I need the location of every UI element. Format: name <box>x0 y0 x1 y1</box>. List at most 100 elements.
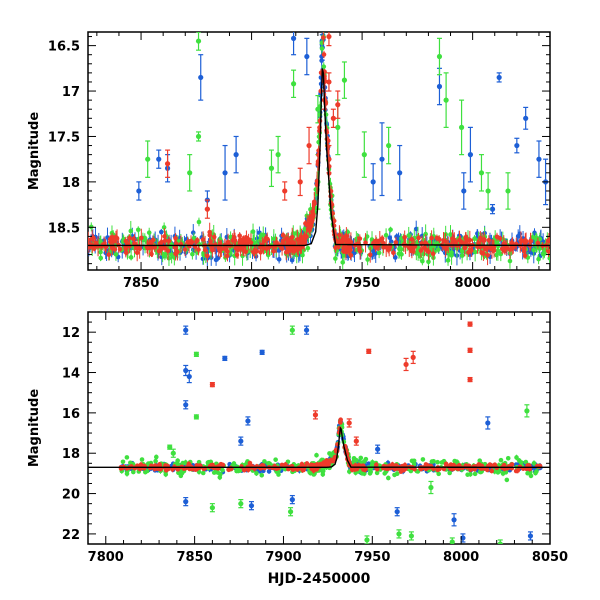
outlier-point-blue <box>527 533 534 539</box>
data-point-green <box>196 219 202 225</box>
data-point-blue <box>215 255 221 261</box>
data-point-red <box>333 245 338 251</box>
data-point-red <box>478 244 483 250</box>
outlier-point-red <box>164 161 171 167</box>
data-point-red <box>312 201 317 207</box>
data-point-green <box>161 225 167 230</box>
data-point-green <box>124 455 130 460</box>
data-point-red <box>357 248 363 254</box>
data-point-green <box>153 458 158 464</box>
data-point-red <box>476 240 481 246</box>
outlier-point-blue <box>514 142 520 149</box>
data-point-red <box>499 246 505 252</box>
outlier-point-green <box>289 327 295 333</box>
data-point-green <box>205 460 211 465</box>
outlier-point-red <box>204 206 210 212</box>
outlier-point-green <box>290 81 297 87</box>
outlier-point-green <box>449 539 455 544</box>
data-point-red <box>528 238 533 244</box>
data-point-green <box>505 455 511 461</box>
x-tick-label: 7950 <box>344 276 380 291</box>
data-point-green <box>528 473 534 479</box>
data-point-blue <box>266 469 272 474</box>
data-point-red <box>175 249 180 255</box>
data-point-red <box>409 237 415 242</box>
data-point-red <box>207 229 212 235</box>
outlier-point-green <box>505 188 511 194</box>
outlier-point-blue <box>379 156 385 162</box>
model-curve <box>88 68 550 247</box>
data-point-green <box>113 252 119 257</box>
data-point-green <box>231 461 237 466</box>
outlier-point-blue <box>523 115 529 121</box>
data-point-green <box>250 229 256 234</box>
data-point-green <box>359 471 365 476</box>
data-point-red <box>279 246 285 251</box>
data-point-green <box>153 454 159 460</box>
data-point-red <box>156 248 162 254</box>
data-point-green <box>534 469 539 474</box>
data-point-green <box>523 459 529 465</box>
data-point-green <box>459 253 465 258</box>
data-point-green <box>259 472 265 478</box>
data-point-red <box>165 248 171 254</box>
data-point-green <box>234 468 239 474</box>
outlier-point-blue <box>156 156 162 162</box>
data-point-green <box>340 260 346 265</box>
data-point-red <box>286 237 291 243</box>
data-point-red <box>481 237 487 242</box>
outlier-point-blue <box>238 438 244 444</box>
data-point-red <box>515 468 521 473</box>
outlier-point-green <box>341 77 348 83</box>
data-point-red <box>373 462 379 468</box>
data-point-blue <box>515 233 521 239</box>
outlier-point-green <box>361 152 367 158</box>
outlier-point-green <box>209 505 215 511</box>
data-point-green <box>449 250 454 255</box>
outlier-point-green <box>436 53 443 60</box>
data-point-green <box>536 256 541 262</box>
data-point-red <box>106 252 112 257</box>
data-point-green <box>423 231 428 237</box>
data-point-red <box>321 52 327 57</box>
data-point-red <box>243 238 249 243</box>
data-point-green <box>135 227 141 233</box>
outlier-point-red <box>335 102 341 108</box>
data-point-green <box>537 236 543 242</box>
data-point-red <box>274 240 279 245</box>
outlier-point-blue <box>370 179 376 185</box>
data-point-green <box>128 255 134 260</box>
data-point-red <box>107 239 113 245</box>
outlier-point-green <box>524 408 530 414</box>
data-point-green <box>388 227 393 232</box>
outlier-point-green <box>364 537 370 543</box>
data-point-green <box>305 245 311 251</box>
data-point-red <box>452 237 457 243</box>
data-point-blue <box>190 230 196 235</box>
data-point-red <box>363 240 368 246</box>
top-data-layer <box>88 32 550 270</box>
outlier-point-blue <box>222 170 228 176</box>
data-point-red <box>304 234 309 239</box>
data-point-red <box>263 236 269 241</box>
data-point-red <box>182 247 188 252</box>
data-point-red <box>299 461 305 467</box>
data-point-blue <box>373 251 379 256</box>
data-point-green <box>178 473 184 479</box>
data-point-red <box>295 237 300 242</box>
data-point-red <box>304 222 310 227</box>
data-point-red <box>443 245 448 251</box>
data-point-red <box>386 247 392 252</box>
data-point-green <box>507 258 513 264</box>
outlier-point-blue <box>198 74 204 81</box>
data-point-red <box>489 468 495 474</box>
data-point-green <box>504 477 510 483</box>
outlier-point-blue <box>222 355 228 361</box>
data-point-red <box>150 237 156 243</box>
outlier-point-green <box>408 533 414 539</box>
data-point-red <box>487 462 493 467</box>
data-point-green <box>290 230 296 236</box>
data-point-red <box>134 246 140 251</box>
outlier-point-green <box>458 124 465 130</box>
outlier-point-blue <box>245 418 251 424</box>
